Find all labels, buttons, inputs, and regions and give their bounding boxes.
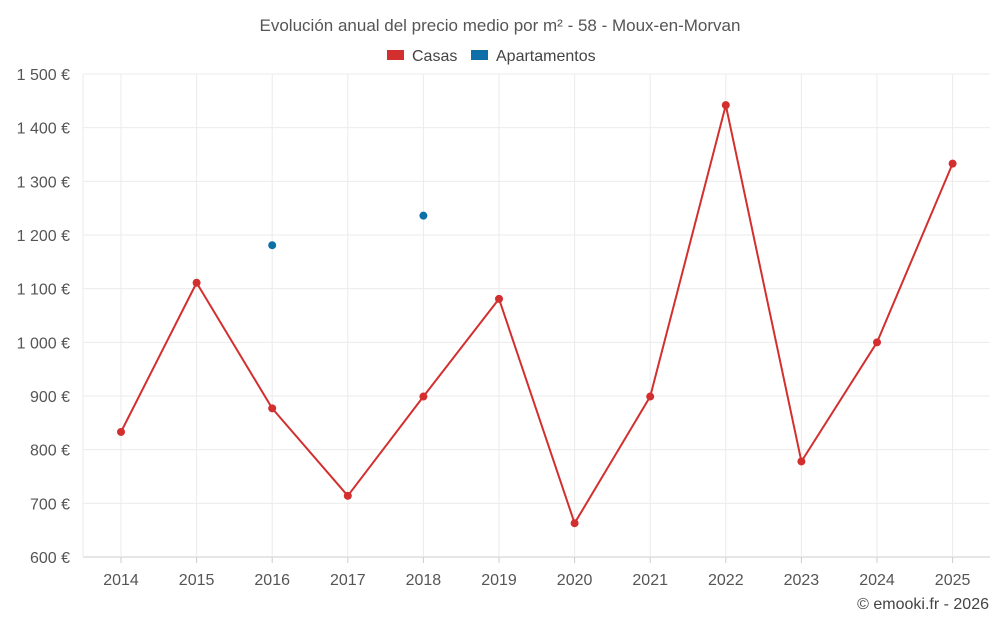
x-tick-label: 2025 — [935, 572, 971, 589]
y-tick-label: 700 € — [30, 496, 70, 513]
x-tick-label: 2024 — [859, 572, 895, 589]
x-tick-label: 2017 — [330, 572, 366, 589]
legend-swatch-apartamentos — [471, 50, 488, 60]
legend-item-casas[interactable]: Casas — [387, 48, 457, 65]
data-point-casas-2017[interactable] — [343, 491, 352, 500]
data-point-casas-2018[interactable] — [419, 392, 428, 401]
data-point-apartamentos-2018[interactable] — [419, 211, 428, 220]
y-tick-label: 1 100 € — [17, 282, 70, 299]
x-axis: 2014 2015 2016 2017 2018 2019 2020 2021 2022 2023… — [103, 557, 970, 589]
data-point-casas-2024[interactable] — [873, 338, 881, 347]
legend-swatch-casas — [387, 50, 404, 60]
data-point-casas-2023[interactable] — [797, 457, 806, 466]
legend-label-casas: Casas — [412, 48, 457, 65]
series-apartamentos — [268, 211, 428, 250]
data-point-apartamentos-2016[interactable] — [268, 241, 277, 250]
x-tick-label: 2021 — [632, 572, 668, 589]
legend-item-apartamentos[interactable]: Apartamentos — [471, 48, 596, 65]
x-tick-label: 2023 — [784, 572, 820, 589]
y-tick-label: 1 500 € — [17, 67, 70, 84]
y-tick-label: 900 € — [30, 389, 70, 406]
y-tick-label: 1 000 € — [17, 335, 70, 352]
data-point-casas-2019[interactable] — [495, 294, 503, 303]
y-tick-label: 600 € — [30, 550, 70, 567]
legend-label-apartamentos: Apartamentos — [496, 48, 596, 65]
data-point-casas-2015[interactable] — [192, 278, 201, 287]
series-layer — [117, 101, 957, 528]
data-point-casas-2021[interactable] — [646, 392, 655, 401]
x-tick-label: 2020 — [557, 572, 593, 589]
x-tick-label: 2014 — [103, 572, 139, 589]
data-point-casas-2022[interactable] — [721, 101, 730, 110]
y-tick-label: 800 € — [30, 443, 70, 460]
series-casas — [117, 101, 957, 528]
credit-text: © emooki.fr - 2026 — [857, 596, 989, 613]
data-point-casas-2016[interactable] — [268, 404, 277, 413]
series-line-casas — [120, 104, 954, 525]
x-tick-label: 2019 — [481, 572, 517, 589]
x-tick-label: 2018 — [406, 572, 442, 589]
data-point-casas-2020[interactable] — [570, 519, 579, 528]
y-tick-label: 1 300 € — [17, 174, 70, 191]
gridlines — [82, 73, 990, 558]
data-point-casas-2025[interactable] — [948, 159, 957, 168]
chart-title: Evolución anual del precio medio por m² … — [260, 16, 741, 35]
x-tick-label: 2022 — [708, 572, 744, 589]
legend: Casas Apartamentos — [387, 48, 596, 65]
y-axis: 600 € 700 € 800 € 900 € 1 000 € 1 100 € 1 200 … — [17, 67, 70, 567]
x-tick-label: 2015 — [179, 572, 215, 589]
data-point-casas-2014[interactable] — [117, 427, 125, 436]
y-tick-label: 1 200 € — [17, 228, 70, 245]
x-tick-label: 2016 — [254, 572, 290, 589]
y-tick-label: 1 400 € — [17, 121, 70, 138]
